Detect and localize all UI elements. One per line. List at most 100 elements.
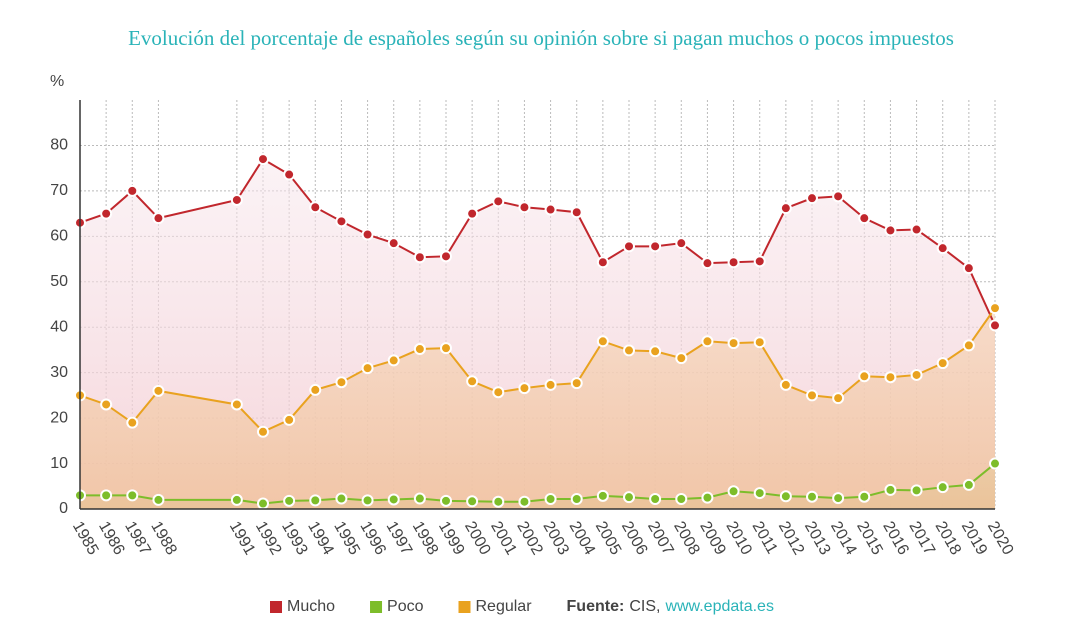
point: [753, 487, 766, 500]
point: [100, 207, 113, 220]
x-tick-label: 1999: [435, 519, 468, 558]
x-tick-label: 1985: [69, 519, 102, 558]
legend-swatch: [270, 601, 282, 613]
point: [152, 384, 165, 397]
x-tick-label: 2020: [984, 519, 1017, 558]
point: [779, 378, 792, 391]
point: [257, 425, 269, 438]
point: [230, 493, 243, 506]
x-tick-label: 2016: [879, 519, 912, 558]
x-tick-label: 2003: [539, 519, 572, 558]
x-tick-label: 1997: [383, 519, 416, 558]
legend-label: Poco: [387, 598, 424, 615]
point: [413, 251, 426, 264]
point: [832, 190, 845, 203]
point: [387, 237, 400, 250]
point: [884, 371, 897, 384]
point: [649, 240, 662, 253]
point: [126, 489, 139, 502]
point: [623, 491, 635, 504]
point: [544, 203, 557, 216]
point: [623, 344, 635, 357]
x-tick-label: 2008: [670, 519, 703, 558]
point: [570, 206, 583, 219]
point: [596, 256, 609, 269]
point: [283, 168, 296, 181]
point: [962, 262, 975, 275]
x-tick-label: 2005: [592, 519, 625, 558]
point: [858, 490, 871, 503]
source-text: CIS,: [629, 598, 660, 615]
point: [283, 413, 296, 426]
source-label: Fuente:: [567, 598, 625, 615]
x-tick-label: 2000: [461, 519, 494, 558]
point: [936, 357, 949, 370]
point: [413, 492, 426, 505]
point: [152, 493, 165, 506]
point: [257, 153, 269, 166]
point: [910, 484, 923, 497]
point: [100, 489, 113, 502]
point: [962, 339, 975, 352]
x-tick-label: 2013: [801, 519, 834, 558]
x-tick-label: 2014: [827, 519, 860, 558]
line: [79, 157, 996, 326]
point: [675, 237, 688, 250]
point: [309, 383, 322, 396]
point: [832, 492, 845, 505]
point: [779, 490, 792, 503]
point: [701, 335, 714, 348]
point: [152, 212, 165, 225]
x-tick-label: 1987: [121, 519, 154, 558]
point: [884, 224, 897, 237]
x-tick-label: 1988: [147, 519, 180, 558]
point: [989, 302, 1001, 315]
area: [80, 308, 995, 509]
line: [79, 307, 996, 433]
point: [257, 497, 269, 510]
point: [335, 215, 348, 228]
point: [649, 345, 662, 358]
y-tick-label: 10: [50, 455, 68, 472]
point: [675, 493, 688, 506]
point: [779, 202, 792, 215]
point: [335, 376, 348, 389]
x-tick-label: 2018: [932, 519, 965, 558]
point: [361, 228, 374, 241]
point: [623, 240, 635, 253]
point: [544, 378, 557, 391]
y-tick-label: 80: [50, 137, 68, 154]
point: [858, 212, 871, 225]
point: [649, 493, 662, 506]
point: [413, 343, 426, 356]
point: [492, 495, 505, 508]
point: [596, 335, 609, 348]
y-tick-label: 20: [50, 409, 68, 426]
point: [440, 494, 452, 507]
legend-swatch: [370, 601, 383, 613]
x-tick-label: 2017: [905, 519, 938, 558]
point: [936, 481, 949, 494]
point: [126, 416, 139, 429]
legend-label: Regular: [476, 598, 533, 615]
point: [806, 192, 818, 205]
x-tick-label: 2011: [749, 519, 781, 557]
x-tick-label: 2007: [644, 519, 677, 558]
point: [570, 493, 583, 506]
point: [466, 207, 479, 220]
point: [100, 398, 113, 411]
x-tick-label: 2009: [696, 519, 729, 558]
point: [544, 493, 557, 506]
point: [989, 319, 1001, 332]
x-tick-label: 2001: [487, 519, 520, 558]
x-tick-label: 1991: [226, 519, 259, 558]
point: [518, 382, 531, 395]
point: [936, 242, 949, 255]
x-tick-label: 2019: [958, 519, 991, 558]
point: [832, 392, 845, 405]
point: [283, 494, 296, 507]
point: [309, 494, 322, 507]
line: [80, 462, 996, 505]
x-tick-label: 2015: [853, 519, 886, 558]
point: [753, 255, 766, 268]
